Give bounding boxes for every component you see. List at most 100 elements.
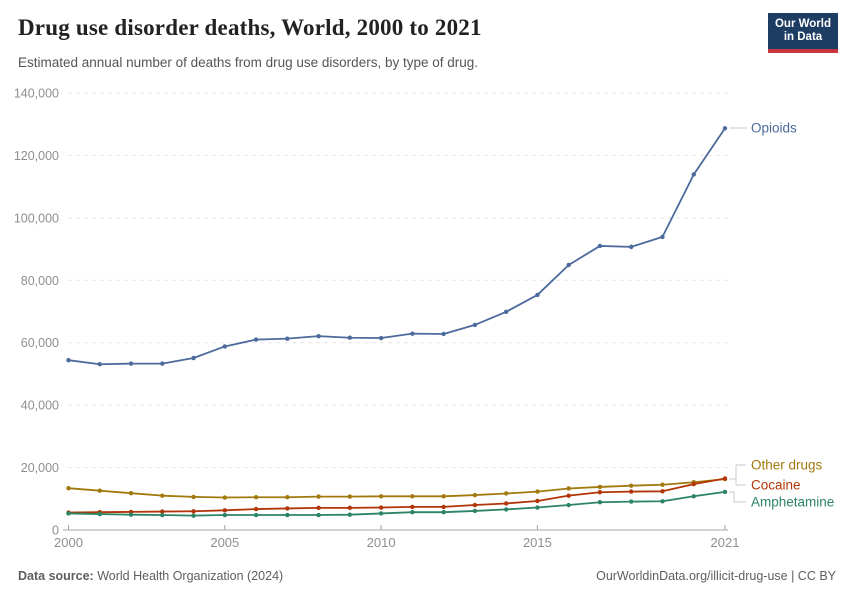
data-point-amphetamine[interactable]	[691, 494, 696, 499]
data-point-other-drugs[interactable]	[503, 491, 509, 496]
data-point-amphetamine[interactable]	[472, 508, 478, 514]
data-point-other-drugs[interactable]	[191, 494, 196, 500]
data-point-cocaine[interactable]	[160, 509, 165, 514]
series-line-amphetamine[interactable]	[67, 491, 726, 517]
data-point-other-drugs[interactable]	[566, 486, 571, 491]
data-point-opioids[interactable]	[566, 262, 571, 268]
data-point-amphetamine[interactable]	[128, 512, 134, 517]
data-point-amphetamine[interactable]	[316, 512, 321, 518]
data-point-cocaine[interactable]	[629, 489, 634, 494]
data-point-amphetamine[interactable]	[535, 505, 540, 510]
data-point-other-drugs[interactable]	[160, 493, 165, 498]
data-point-other-drugs[interactable]	[410, 494, 415, 499]
data-point-opioids[interactable]	[285, 336, 290, 341]
data-point-cocaine[interactable]	[253, 506, 259, 512]
data-point-amphetamine[interactable]	[597, 500, 603, 505]
data-point-other-drugs[interactable]	[253, 495, 259, 500]
data-point-amphetamine[interactable]	[97, 511, 102, 517]
data-point-opioids[interactable]	[378, 335, 384, 341]
data-point-cocaine[interactable]	[410, 504, 415, 510]
data-point-amphetamine[interactable]	[722, 489, 728, 495]
data-point-opioids[interactable]	[503, 309, 509, 315]
data-point-other-drugs[interactable]	[222, 495, 228, 500]
data-point-opioids[interactable]	[316, 333, 321, 339]
data-point-amphetamine[interactable]	[191, 513, 196, 518]
data-point-amphetamine[interactable]	[285, 512, 290, 518]
data-point-opioids[interactable]	[722, 126, 728, 131]
series-amphetamine[interactable]: Amphetamine	[66, 489, 834, 518]
data-point-amphetamine[interactable]	[441, 510, 446, 515]
series-label-cocaine[interactable]: Cocaine	[751, 478, 801, 493]
data-point-other-drugs[interactable]	[316, 494, 321, 499]
data-point-other-drugs[interactable]	[597, 484, 603, 490]
data-point-other-drugs[interactable]	[285, 495, 290, 500]
series-line-other-drugs[interactable]	[67, 478, 726, 499]
data-point-cocaine[interactable]	[660, 489, 665, 494]
series-line-cocaine[interactable]	[67, 477, 726, 514]
data-point-amphetamine[interactable]	[503, 507, 509, 512]
data-point-other-drugs[interactable]	[472, 492, 478, 498]
data-point-amphetamine[interactable]	[253, 512, 259, 518]
data-point-other-drugs[interactable]	[97, 488, 102, 493]
data-point-other-drugs[interactable]	[66, 485, 71, 491]
data-point-opioids[interactable]	[410, 331, 415, 336]
series-label-opioids[interactable]: Opioids	[751, 121, 797, 136]
data-point-amphetamine[interactable]	[660, 499, 665, 504]
data-point-cocaine[interactable]	[503, 501, 509, 506]
data-point-opioids[interactable]	[535, 292, 540, 298]
data-point-cocaine[interactable]	[316, 505, 321, 511]
data-point-amphetamine[interactable]	[378, 511, 384, 516]
data-point-opioids[interactable]	[691, 172, 696, 177]
data-point-other-drugs[interactable]	[660, 482, 665, 487]
x-axis-tick-label: 2000	[54, 535, 83, 550]
data-point-cocaine[interactable]	[691, 481, 696, 487]
data-point-opioids[interactable]	[660, 234, 665, 240]
data-point-opioids[interactable]	[97, 362, 102, 367]
series-opioids[interactable]: Opioids	[66, 121, 797, 367]
data-point-cocaine[interactable]	[378, 505, 384, 510]
data-point-opioids[interactable]	[222, 344, 228, 349]
data-point-opioids[interactable]	[629, 244, 634, 250]
data-point-amphetamine[interactable]	[410, 510, 415, 515]
data-point-opioids[interactable]	[128, 361, 134, 366]
data-point-other-drugs[interactable]	[128, 490, 134, 496]
data-point-amphetamine[interactable]	[347, 512, 353, 517]
series-cocaine[interactable]: Cocaine	[66, 476, 801, 515]
license-link[interactable]: OurWorldinData.org/illicit-drug-use | CC…	[596, 569, 836, 583]
data-point-opioids[interactable]	[191, 355, 196, 361]
y-axis: 0 20,000 40,000 60,000 80,000 100,000 120,000 1…	[14, 87, 728, 538]
data-point-amphetamine[interactable]	[566, 502, 571, 508]
data-point-cocaine[interactable]	[566, 493, 571, 498]
data-point-cocaine[interactable]	[222, 508, 228, 513]
data-point-cocaine[interactable]	[441, 504, 446, 510]
data-point-opioids[interactable]	[597, 243, 603, 249]
x-axis-tick-label: 2021	[711, 535, 740, 550]
data-point-other-drugs[interactable]	[629, 483, 634, 488]
data-point-opioids[interactable]	[472, 322, 478, 328]
data-point-opioids[interactable]	[160, 361, 165, 366]
data-point-other-drugs[interactable]	[441, 494, 446, 499]
series-label-amphetamine[interactable]: Amphetamine	[751, 495, 834, 510]
data-point-opioids[interactable]	[441, 331, 446, 337]
data-point-amphetamine[interactable]	[160, 512, 165, 518]
series-line-opioids[interactable]	[67, 127, 726, 366]
data-point-other-drugs[interactable]	[347, 494, 353, 499]
data-point-opioids[interactable]	[253, 337, 259, 342]
data-point-cocaine[interactable]	[191, 509, 196, 514]
data-point-cocaine[interactable]	[597, 490, 603, 495]
data-point-cocaine[interactable]	[285, 506, 290, 511]
series-label-other-drugs[interactable]: Other drugs	[751, 458, 823, 473]
data-point-other-drugs[interactable]	[378, 494, 384, 499]
data-point-opioids[interactable]	[347, 335, 353, 340]
data-point-amphetamine[interactable]	[629, 499, 634, 504]
data-point-cocaine[interactable]	[347, 505, 353, 511]
data-point-cocaine[interactable]	[722, 476, 728, 481]
data-point-amphetamine[interactable]	[222, 512, 228, 518]
data-point-cocaine[interactable]	[472, 502, 478, 508]
data-point-other-drugs[interactable]	[535, 489, 540, 494]
series-other-drugs[interactable]: Other drugs	[66, 458, 823, 500]
data-point-opioids[interactable]	[66, 357, 71, 363]
data-point-amphetamine[interactable]	[66, 511, 71, 516]
data-point-cocaine[interactable]	[535, 498, 540, 504]
